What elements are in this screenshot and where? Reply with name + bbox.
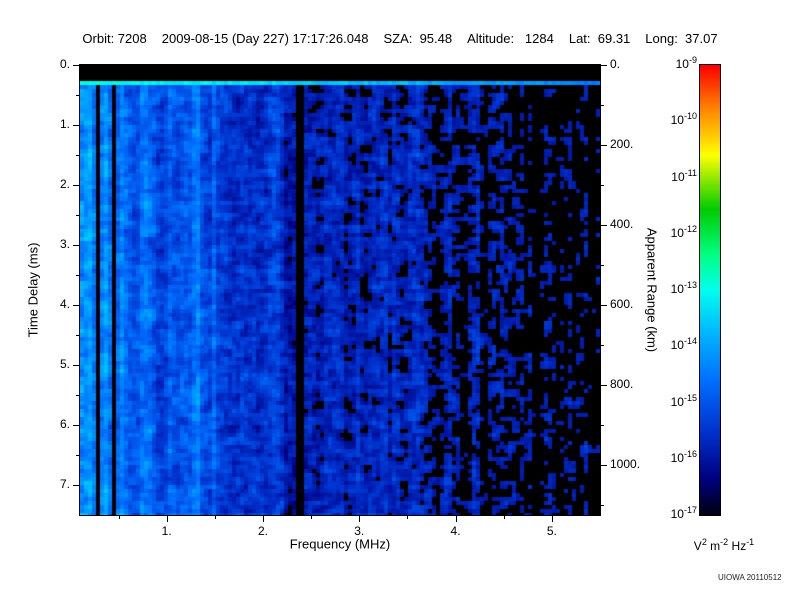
colorbar-tick-label: 10-9 (675, 55, 697, 72)
y-left-minor-tick (76, 335, 79, 336)
y-left-tick-label: 3. (59, 237, 70, 251)
y-right-major-tick (601, 385, 607, 386)
y-left-tick-label: 4. (59, 297, 70, 311)
x-minor-tick (503, 516, 505, 519)
x-tick-label: 2. (257, 524, 268, 538)
x-axis-title: Frequency (MHz) (289, 536, 391, 552)
colorbar-tick-exponent: -13 (683, 280, 697, 290)
y-left-tick-label: 2. (59, 177, 70, 191)
colorbar-units-label: V2 m-2 Hz-1 (693, 537, 755, 554)
x-tick-label: 4. (450, 524, 461, 538)
y-right-minor-tick (601, 505, 604, 506)
y-left-tick-label: 1. (59, 117, 70, 131)
y-right-minor-tick (601, 105, 604, 106)
x-tick-label: 1. (161, 524, 172, 538)
units-exponent: -1 (746, 537, 755, 547)
colorbar-gradient (700, 65, 720, 515)
y-left-major-tick (73, 125, 79, 126)
colorbar-tick-label: 10-11 (671, 167, 697, 184)
x-major-tick (262, 516, 264, 522)
y-left-minor-tick (76, 155, 79, 156)
x-minor-tick (311, 516, 313, 519)
y-right-tick-label: 0. (610, 57, 621, 71)
x-major-tick (551, 516, 553, 522)
colorbar-tick-label: 10-17 (670, 505, 697, 522)
colorbar-tick-exponent: -9 (688, 55, 697, 65)
colorbar-tick-exponent: -10 (683, 111, 697, 122)
y-left-major-tick (73, 425, 79, 426)
x-tick-label: 5. (546, 524, 557, 538)
y-left-major-tick (73, 245, 79, 246)
y-left-tick-label: 5. (59, 357, 70, 371)
watermark: UIOWA 20110512 (718, 573, 782, 582)
y-left-minor-tick (76, 275, 79, 276)
y-right-major-tick (601, 65, 607, 66)
y-left-tick-label: 6. (59, 417, 70, 431)
colorbar-tick-exponent: -11 (684, 167, 697, 178)
y-left-major-tick (73, 305, 79, 306)
y-right-major-tick (601, 225, 607, 226)
y-left-minor-tick (76, 95, 79, 96)
header-long: Long: 37.07 (645, 31, 718, 46)
y-left-major-tick (73, 365, 79, 366)
y-left-minor-tick (76, 215, 79, 216)
y-left-major-tick (73, 185, 79, 186)
x-major-tick (359, 516, 361, 522)
units-exponent: 2 (701, 537, 707, 547)
y-right-tick-label: 800. (610, 377, 634, 391)
spectrogram-canvas (80, 65, 600, 515)
header-orbit: Orbit: 7208 (82, 31, 147, 46)
colorbar-tick-label: 10-14 (670, 336, 697, 353)
y-right-tick-label: 1000. (610, 457, 641, 471)
x-minor-tick (214, 516, 216, 519)
header-sza: SZA: 95.48 (383, 31, 453, 46)
y-left-tick-label: 7. (59, 477, 70, 491)
colorbar-tick-label: 10-15 (670, 392, 697, 409)
x-minor-tick (407, 516, 409, 519)
y-left-tick-label: 0. (59, 57, 70, 71)
y-left-major-tick (73, 485, 79, 486)
y-right-minor-tick (601, 185, 604, 186)
colorbar-tick-label: 10-10 (670, 111, 697, 128)
header-datetime: 2009-08-15 (Day 227) 17:17:26.048 (161, 31, 369, 46)
y-right-tick-label: 200. (610, 137, 634, 151)
y-left-minor-tick (76, 395, 79, 396)
y-right-minor-tick (601, 345, 604, 346)
colorbar-tick-label: 10-12 (670, 223, 697, 240)
y-right-major-tick (601, 305, 607, 306)
y-right-minor-tick (601, 425, 604, 426)
colorbar-frame (699, 64, 721, 516)
x-minor-tick (118, 516, 120, 519)
x-major-tick (455, 516, 457, 522)
y-right-tick-label: 400. (610, 217, 634, 231)
colorbar-tick-exponent: -16 (683, 448, 697, 459)
y-axis-title-left: Time Delay (ms) (25, 242, 41, 338)
header-info-line: Orbit: 7208 2009-08-15 (Day 227) 17:17:2… (0, 31, 800, 46)
units-exponent: -2 (720, 537, 729, 547)
y-right-major-tick (601, 145, 607, 146)
colorbar-tick-exponent: -12 (683, 223, 697, 234)
y-right-minor-tick (601, 265, 604, 266)
header-lat: Lat: 69.31 (568, 31, 631, 46)
y-left-major-tick (73, 65, 79, 66)
y-right-major-tick (601, 465, 607, 466)
x-tick-label: 3. (354, 524, 365, 538)
colorbar-tick-exponent: -15 (683, 392, 697, 403)
x-major-tick (166, 516, 168, 522)
y-right-tick-label: 600. (610, 297, 634, 311)
y-left-minor-tick (76, 455, 79, 456)
colorbar-tick-label: 10-13 (670, 280, 697, 297)
header-altitude: Altitude: 1284 (467, 31, 554, 46)
colorbar-tick-exponent: -17 (683, 505, 697, 515)
colorbar-tick-exponent: -14 (683, 336, 697, 347)
colorbar-tick-label: 10-16 (670, 448, 697, 465)
